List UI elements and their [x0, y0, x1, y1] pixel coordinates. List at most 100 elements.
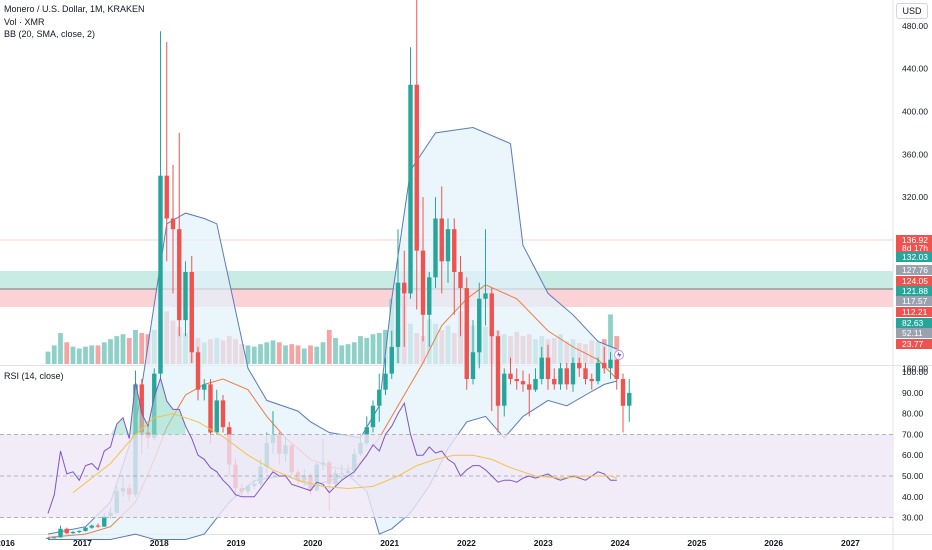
volume-bar	[258, 344, 263, 364]
volume-bar	[333, 337, 338, 364]
price-badge	[896, 252, 932, 262]
volume-bar	[283, 345, 288, 364]
candle-body	[402, 282, 407, 294]
volume-legend[interactable]: Vol · XMR	[4, 17, 45, 27]
time-tick-label: 2019	[227, 538, 246, 548]
symbol-legend[interactable]: Monero / U.S. Dollar, 1M, KRAKEN	[4, 4, 145, 14]
candle-body	[139, 384, 144, 433]
volume-bar	[364, 337, 370, 364]
candle-body	[102, 515, 107, 527]
price-badge-label: 136.92	[902, 235, 928, 245]
price-badge	[896, 328, 932, 338]
volume-bar	[351, 342, 357, 364]
rsi-tick-label: 50.00	[902, 471, 924, 481]
rsi-tick-label: 40.00	[902, 492, 924, 502]
candle-body	[377, 389, 382, 406]
price-badge-label: 132.03	[902, 252, 928, 262]
candle-body	[595, 362, 601, 382]
time-tick-label: 2022	[457, 538, 476, 548]
candle-body	[458, 272, 463, 289]
candle-body	[370, 405, 376, 428]
rsi-tick-label: 60.00	[902, 450, 924, 460]
volume-bar	[245, 345, 251, 364]
rsi-pane	[0, 376, 893, 518]
volume-bar	[295, 345, 301, 364]
volume-bar	[58, 333, 63, 364]
candle-body	[414, 84, 419, 251]
candle-body	[408, 84, 413, 294]
candle-body	[464, 288, 469, 379]
rsi-line	[47, 376, 617, 514]
alert-bolt-icon	[617, 351, 622, 359]
candle-body	[533, 379, 538, 390]
price-badge-label: 23.77	[902, 339, 924, 349]
volume-bar	[270, 340, 276, 364]
volume-bar	[83, 346, 88, 364]
rsi-legend[interactable]: RSI (14, close)	[4, 371, 64, 381]
time-tick-label: 2018	[150, 538, 169, 548]
candle-body	[95, 525, 101, 527]
currency-button[interactable]: USD	[896, 3, 928, 19]
volume-bar	[126, 337, 132, 364]
volume-bar	[314, 346, 320, 364]
price-badge-label: 112.21	[902, 307, 928, 317]
price-badge-label: 82.63	[902, 318, 924, 328]
rsi-tick-label: 70.00	[902, 429, 924, 439]
bollinger-upper-line	[47, 126, 617, 535]
candle-body	[420, 250, 426, 315]
volume-bar	[101, 342, 107, 364]
candle-body	[89, 525, 94, 528]
candle-body	[389, 346, 394, 374]
candle-body	[627, 392, 632, 406]
candle-body	[489, 293, 494, 337]
candle-body	[564, 368, 569, 385]
candle-body	[539, 357, 544, 379]
time-tick-label: 2027	[841, 538, 860, 548]
rsi-tick-label: 100.00	[902, 367, 928, 377]
price-tick-label: 360.00	[902, 149, 928, 159]
candle-body	[445, 229, 451, 262]
price-badge-label: 121.88	[902, 286, 928, 296]
candle-body	[58, 528, 63, 538]
candle-body	[545, 357, 551, 379]
rsi-overbought-fill	[110, 378, 186, 435]
price-badge-label: 52.11	[902, 328, 923, 338]
volume-bar	[383, 329, 388, 364]
candle-body	[170, 218, 176, 230]
candle-body	[83, 527, 88, 531]
price-badge-label: 124.05	[902, 276, 928, 286]
candle-body	[527, 384, 532, 390]
time-tick-label: 2021	[380, 538, 399, 548]
bollinger-legend[interactable]: BB (20, SMA, close, 2)	[4, 29, 96, 39]
volume-bar	[264, 342, 270, 364]
candle-body	[558, 368, 563, 385]
candle-body	[495, 336, 501, 406]
candle-body	[177, 229, 182, 321]
volume-bar	[89, 345, 95, 364]
candle-body	[77, 530, 82, 533]
candle-body	[452, 229, 457, 272]
volume-bar	[320, 342, 326, 364]
candle-body	[427, 277, 432, 315]
candle-body	[608, 359, 613, 369]
volume-bar	[64, 342, 70, 364]
candle-body	[502, 373, 507, 406]
candle-body	[583, 368, 588, 379]
time-tick-label: 2017	[73, 538, 92, 548]
price-badge-label: 8d 17h	[902, 243, 928, 253]
volume-bar	[608, 314, 613, 364]
candle-body	[208, 384, 213, 433]
time-tick-label: 2020	[303, 538, 322, 548]
candle-body	[520, 381, 526, 385]
price-tick-label: 160.00	[902, 363, 928, 373]
volume-bar	[120, 334, 126, 364]
candle-body	[514, 379, 519, 382]
candle-body	[189, 272, 194, 353]
candle-body	[214, 400, 219, 433]
candle-body	[70, 532, 76, 534]
candle-body	[570, 362, 576, 385]
time-tick-label: 2025	[687, 538, 706, 548]
volume-bar	[289, 344, 295, 364]
